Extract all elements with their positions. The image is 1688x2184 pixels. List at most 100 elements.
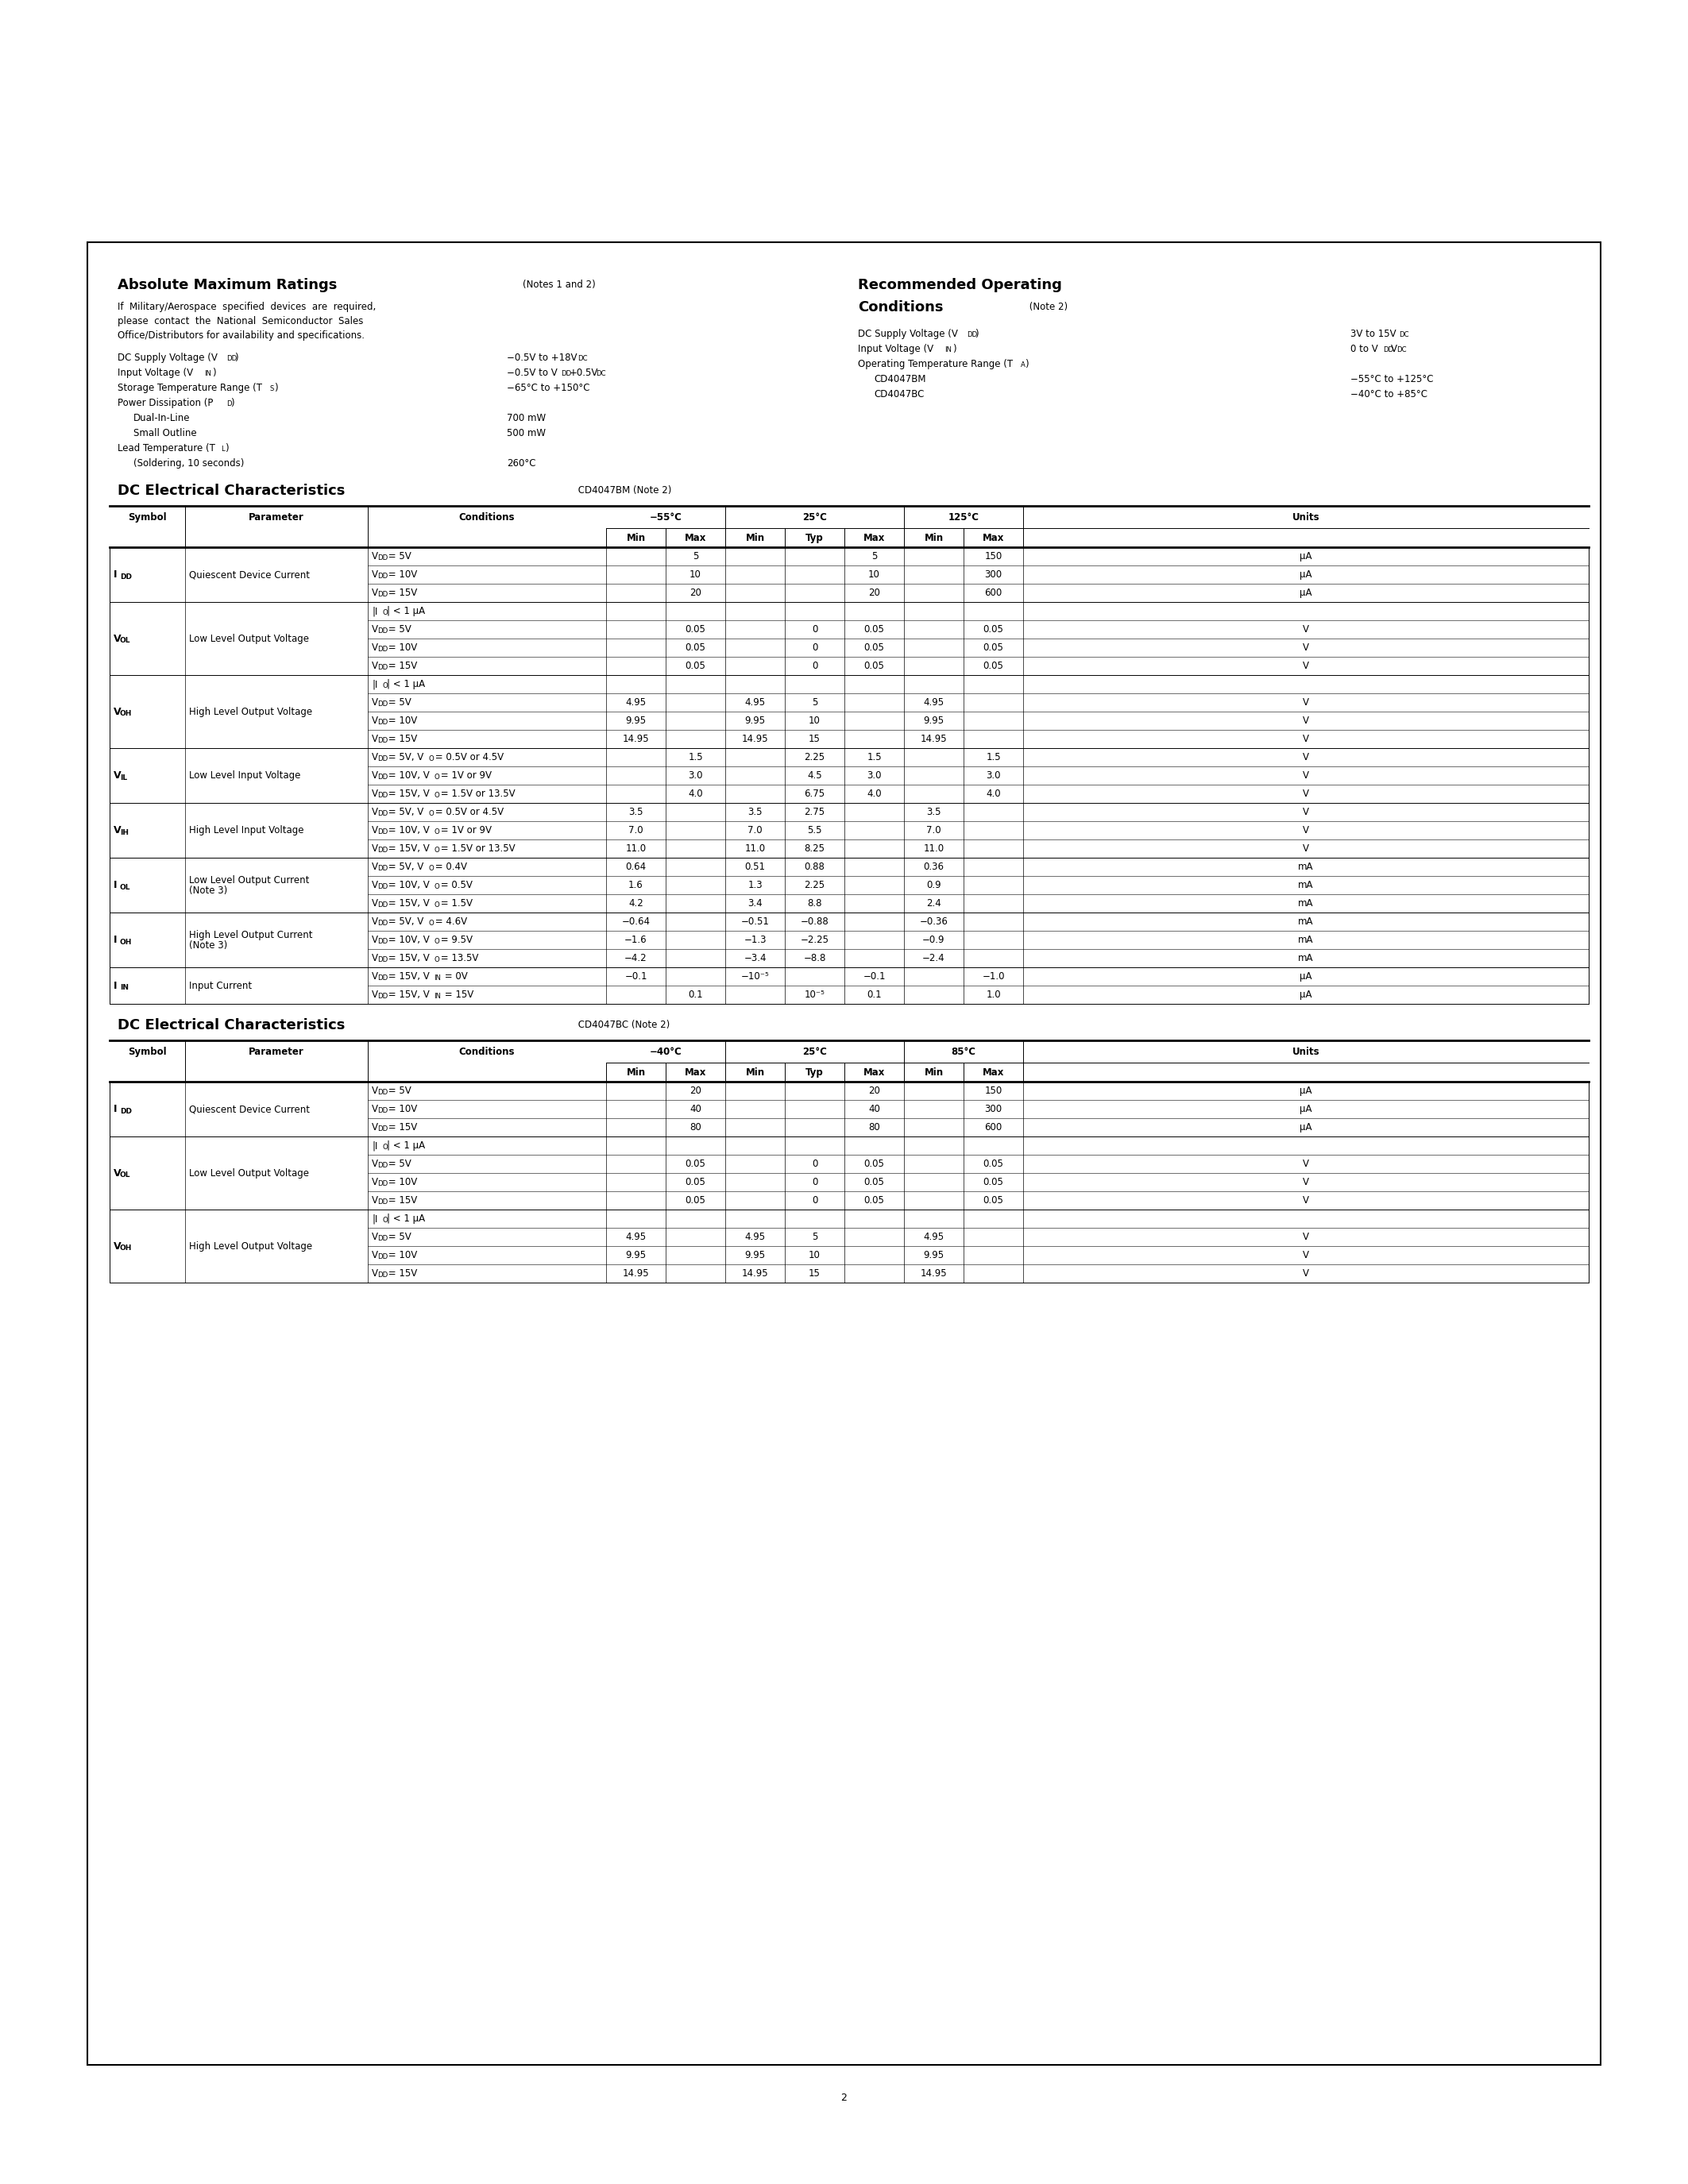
Text: O: O — [434, 793, 439, 799]
Text: IL: IL — [120, 773, 127, 782]
Text: 14.95: 14.95 — [920, 1269, 947, 1278]
Text: V: V — [371, 751, 378, 762]
Text: V: V — [371, 1123, 378, 1133]
Text: −1.3: −1.3 — [744, 935, 766, 946]
Text: 300: 300 — [984, 570, 1003, 579]
Text: = 10V: = 10V — [385, 716, 417, 725]
Text: −10⁻⁵: −10⁻⁵ — [741, 972, 770, 981]
Text: V: V — [1303, 771, 1310, 780]
Text: V: V — [371, 917, 378, 926]
Text: Quiescent Device Current: Quiescent Device Current — [189, 570, 311, 579]
Text: 11.0: 11.0 — [923, 843, 944, 854]
Text: V: V — [1303, 806, 1310, 817]
Text: 0.05: 0.05 — [685, 1160, 706, 1168]
Text: | < 1 μA: | < 1 μA — [387, 605, 425, 616]
Text: ): ) — [213, 367, 216, 378]
Text: ): ) — [952, 343, 957, 354]
Text: 0: 0 — [812, 642, 817, 653]
Text: 10: 10 — [690, 570, 702, 579]
Text: CD4047BC (Note 2): CD4047BC (Note 2) — [576, 1020, 670, 1031]
Text: DD: DD — [376, 701, 388, 708]
Text: 4.0: 4.0 — [868, 788, 881, 799]
Text: 20: 20 — [690, 587, 702, 598]
Text: IN: IN — [434, 974, 441, 983]
Text: ): ) — [230, 397, 235, 408]
Text: = 15V: = 15V — [385, 662, 417, 670]
Text: Units: Units — [1293, 511, 1320, 522]
Text: Low Level Output Voltage: Low Level Output Voltage — [189, 633, 309, 644]
Text: DD: DD — [376, 828, 388, 836]
Text: Power Dissipation (P: Power Dissipation (P — [118, 397, 213, 408]
Text: DC: DC — [577, 356, 587, 363]
Text: O: O — [429, 919, 434, 926]
Text: V: V — [371, 788, 378, 799]
Text: DD: DD — [376, 793, 388, 799]
Text: 0.36: 0.36 — [923, 863, 944, 871]
Text: DD: DD — [967, 332, 977, 339]
Text: OL: OL — [120, 638, 130, 644]
Text: DD: DD — [376, 902, 388, 909]
Text: = 10V: = 10V — [385, 570, 417, 579]
Text: DD: DD — [1382, 347, 1394, 354]
Text: 150: 150 — [984, 550, 1003, 561]
Text: V: V — [371, 898, 378, 909]
Text: I: I — [113, 1103, 116, 1114]
Text: 600: 600 — [984, 587, 1003, 598]
Text: DC: DC — [596, 369, 606, 378]
Text: Min: Min — [925, 1068, 944, 1077]
Text: O: O — [434, 939, 439, 946]
Text: 10: 10 — [868, 570, 879, 579]
Text: |I: |I — [371, 679, 378, 690]
Text: V: V — [371, 1103, 378, 1114]
Text: = 0V: = 0V — [442, 972, 468, 981]
Text: O: O — [434, 902, 439, 909]
Text: DD: DD — [376, 994, 388, 1000]
Text: |I: |I — [371, 605, 378, 616]
Text: −4.2: −4.2 — [625, 952, 647, 963]
Text: 0: 0 — [812, 1195, 817, 1206]
Text: V: V — [371, 972, 378, 981]
Text: 0.05: 0.05 — [864, 1195, 885, 1206]
Text: 260°C: 260°C — [506, 459, 535, 470]
Text: IN: IN — [120, 985, 128, 992]
Text: 1.5: 1.5 — [868, 751, 881, 762]
Text: = 5V: = 5V — [385, 625, 412, 636]
Text: = 15V: = 15V — [385, 1123, 417, 1133]
Text: 0.05: 0.05 — [864, 625, 885, 636]
Text: DD: DD — [376, 664, 388, 670]
Text: 0.51: 0.51 — [744, 863, 765, 871]
Text: DC: DC — [1399, 332, 1409, 339]
Text: V: V — [1303, 697, 1310, 708]
Text: V: V — [371, 989, 378, 1000]
Text: 4.2: 4.2 — [628, 898, 643, 909]
Text: = 0.5V: = 0.5V — [437, 880, 473, 891]
Text: = 15V, V: = 15V, V — [385, 788, 429, 799]
Text: DC: DC — [1396, 347, 1406, 354]
Text: = 0.5V or 4.5V: = 0.5V or 4.5V — [432, 751, 505, 762]
Text: −55°C: −55°C — [650, 511, 682, 522]
Text: 1.3: 1.3 — [748, 880, 763, 891]
Text: = 10V: = 10V — [385, 1177, 417, 1188]
Text: V: V — [371, 1160, 378, 1168]
Text: 14.95: 14.95 — [741, 734, 768, 745]
Text: 5: 5 — [871, 550, 878, 561]
Text: V: V — [371, 625, 378, 636]
Text: IN: IN — [945, 347, 952, 354]
Text: V: V — [1391, 343, 1398, 354]
Text: High Level Output Current: High Level Output Current — [189, 930, 312, 939]
Text: 6.75: 6.75 — [803, 788, 825, 799]
Text: V: V — [371, 935, 378, 946]
Text: Symbol: Symbol — [128, 1046, 167, 1057]
Text: 10: 10 — [809, 716, 820, 725]
Text: Parameter: Parameter — [248, 511, 304, 522]
Text: 7.0: 7.0 — [628, 826, 643, 836]
Text: μA: μA — [1300, 989, 1312, 1000]
Text: V: V — [113, 771, 122, 780]
Text: V: V — [1303, 788, 1310, 799]
Text: 0.05: 0.05 — [864, 662, 885, 670]
Text: 40: 40 — [868, 1103, 879, 1114]
Text: V: V — [371, 550, 378, 561]
Text: DD: DD — [120, 1107, 132, 1114]
Text: −2.4: −2.4 — [922, 952, 945, 963]
Text: V: V — [371, 880, 378, 891]
